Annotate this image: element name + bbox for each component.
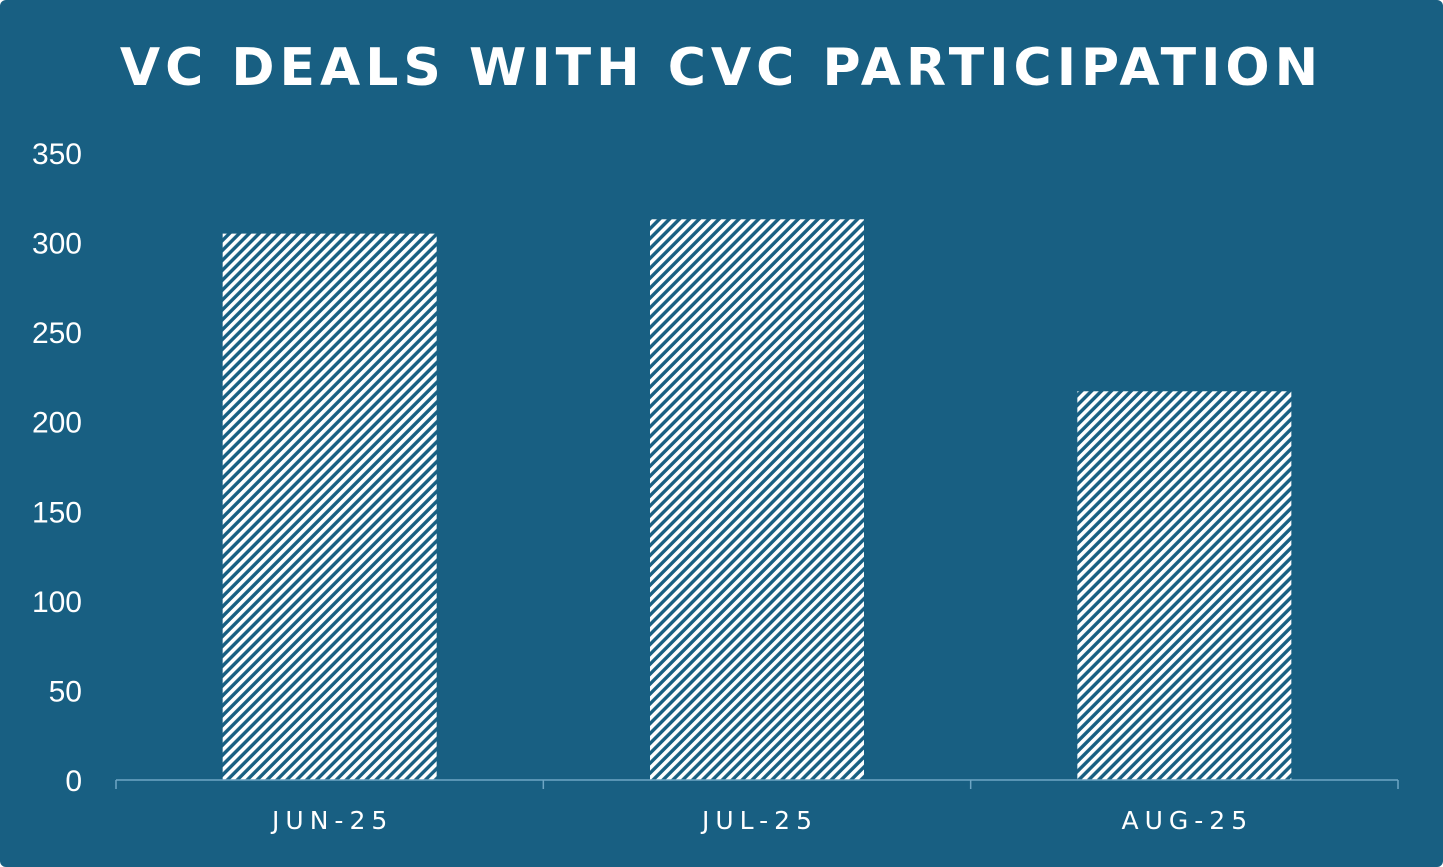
y-tick-label: 350 (32, 138, 82, 171)
y-tick-label: 250 (32, 317, 82, 350)
bar-jul-25 (650, 219, 864, 781)
y-tick-label: 100 (32, 586, 82, 619)
y-axis-tick-labels: 0 50 100 150 200 250 300 350 (32, 138, 82, 798)
x-tick-label: JUN-25 (270, 806, 393, 835)
y-tick-label: 50 (49, 675, 82, 708)
y-tick-label: 200 (32, 407, 82, 440)
y-tick-label: 300 (32, 228, 82, 261)
x-tick-label: AUG-25 (1122, 806, 1254, 835)
bars (222, 219, 1292, 781)
y-tick-label: 150 (32, 496, 82, 529)
y-tick-label: 0 (65, 765, 82, 798)
x-axis: JUN-25 JUL-25 AUG-25 (115, 779, 1399, 835)
x-tick-label: JUL-25 (700, 806, 818, 835)
bar-jun-25 (222, 233, 437, 781)
chart-title: VC DEALS WITH CVC PARTICIPATION (119, 38, 1324, 98)
bar-aug-25 (1077, 391, 1292, 780)
